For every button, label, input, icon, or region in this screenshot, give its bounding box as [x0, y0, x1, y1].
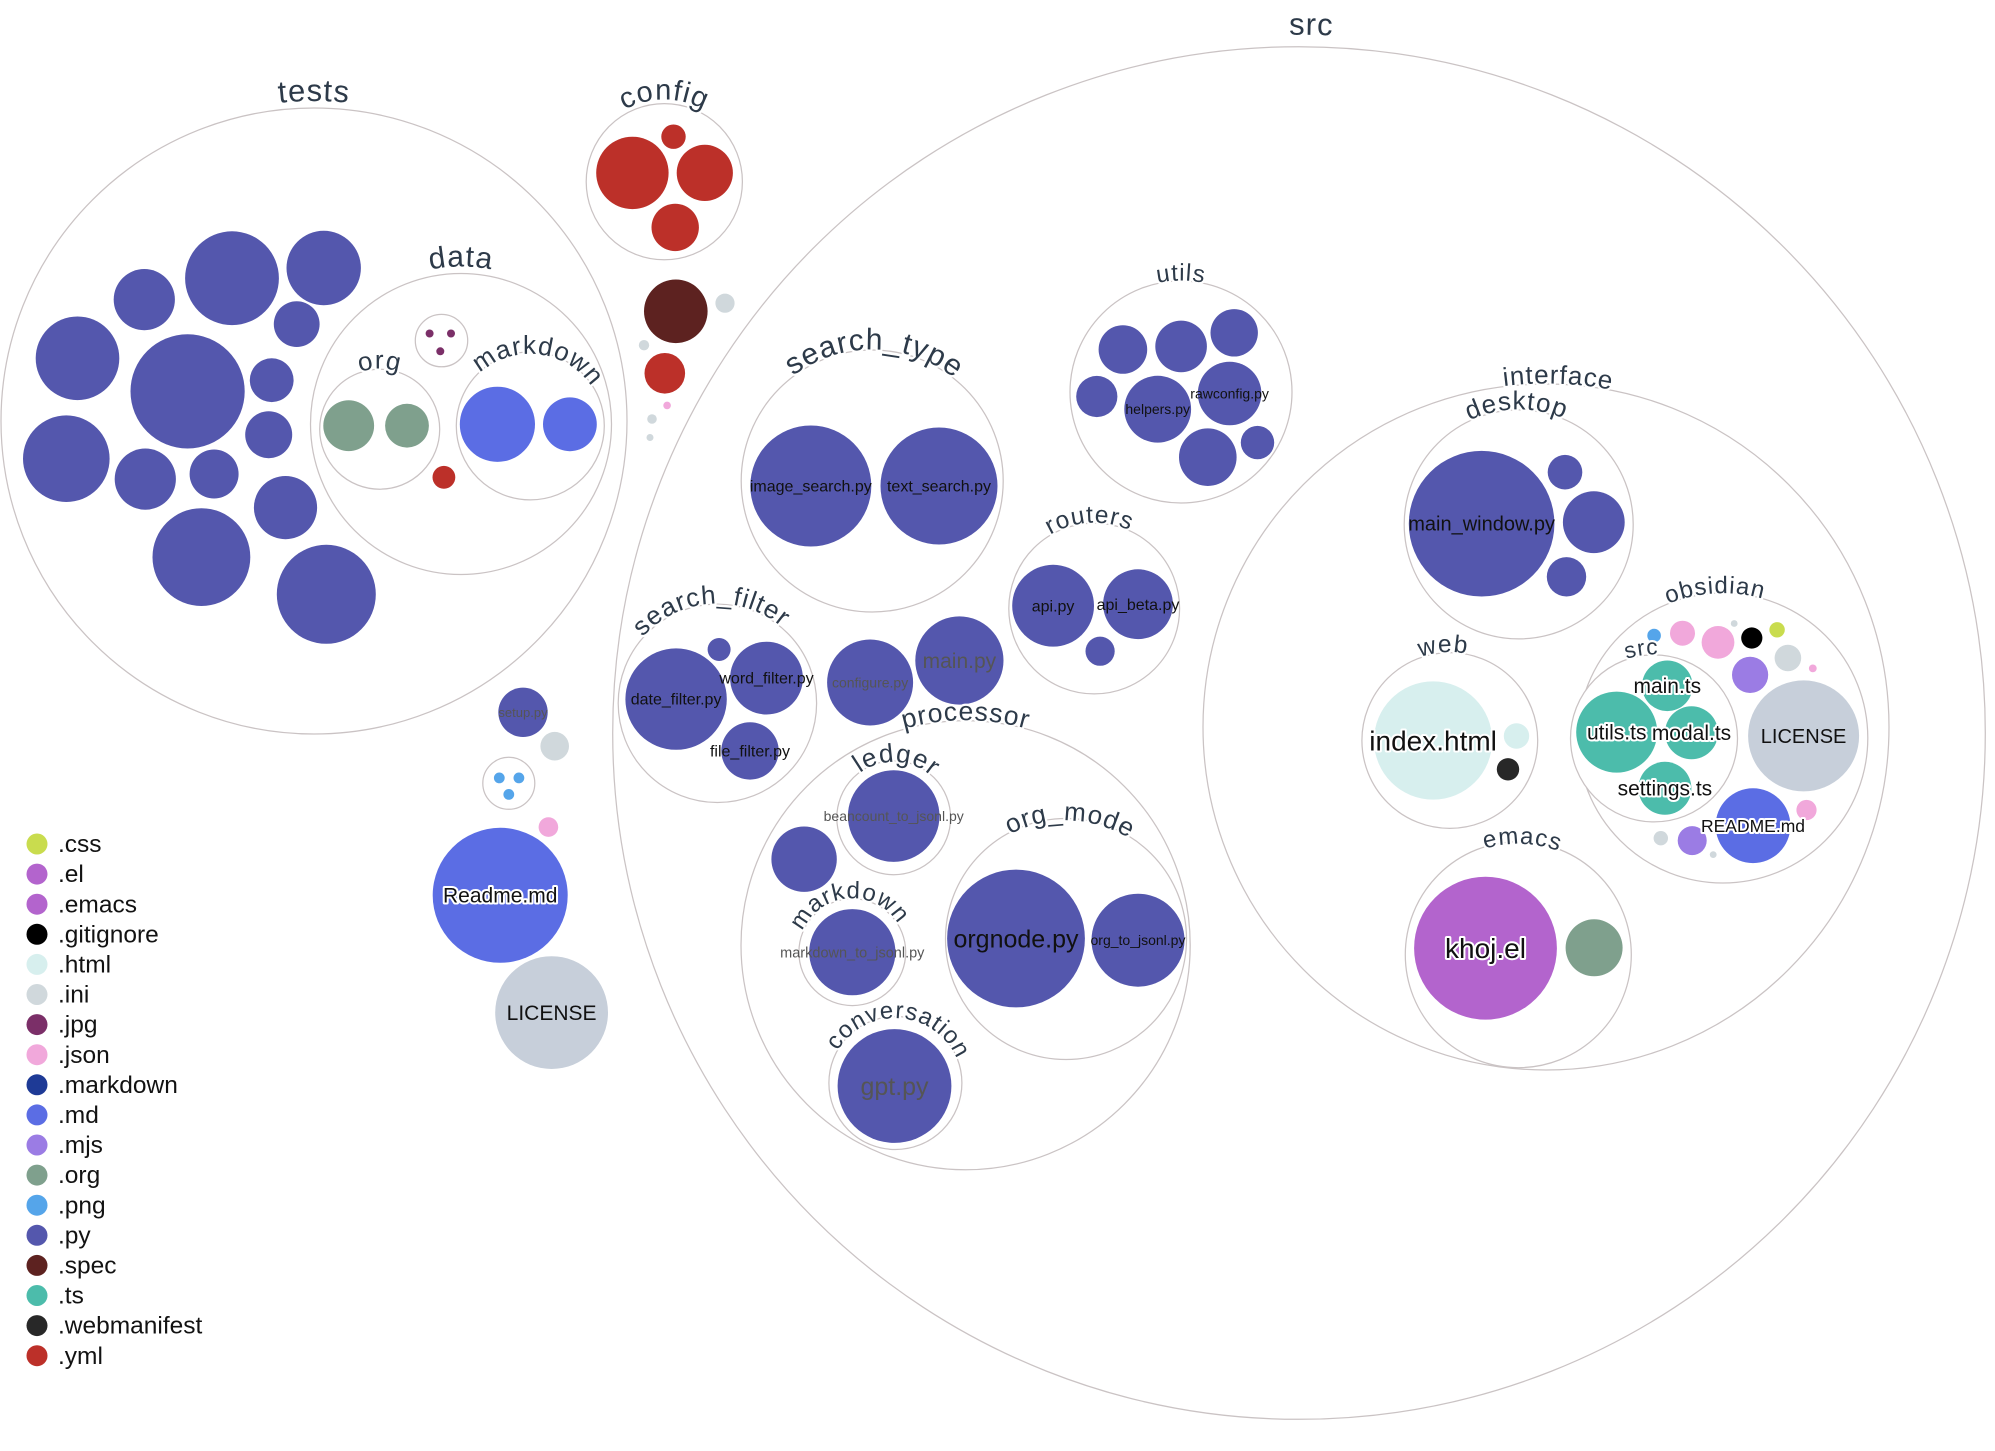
svg-text:api_beta.py: api_beta.py	[1097, 597, 1180, 614]
svg-text:api.py: api.py	[1032, 598, 1075, 615]
svg-text:text_search.py: text_search.py	[887, 479, 991, 496]
svg-text:.yml: .yml	[58, 1343, 103, 1370]
svg-text:date_filter.py: date_filter.py	[631, 692, 722, 709]
svg-text:.emacs: .emacs	[58, 891, 137, 918]
svg-text:configure.py: configure.py	[832, 674, 908, 690]
svg-text:index.html: index.html	[1369, 725, 1497, 756]
svg-text:rawconfig.py: rawconfig.py	[1190, 385, 1269, 401]
svg-text:orgnode.py: orgnode.py	[953, 925, 1079, 953]
svg-text:.png: .png	[58, 1192, 106, 1219]
svg-text:.gitignore: .gitignore	[58, 921, 159, 948]
svg-text:gpt.py: gpt.py	[860, 1073, 929, 1101]
svg-text:file_filter.py: file_filter.py	[710, 744, 790, 761]
svg-text:word_filter.py: word_filter.py	[718, 671, 813, 688]
svg-text:.org: .org	[58, 1162, 100, 1189]
svg-text:.markdown: .markdown	[58, 1072, 178, 1099]
svg-text:src: src	[1289, 7, 1334, 43]
svg-text:LICENSE: LICENSE	[507, 1002, 597, 1025]
svg-text:.md: .md	[58, 1102, 99, 1129]
svg-text:main.py: main.py	[923, 650, 997, 673]
svg-text:.ini: .ini	[58, 982, 89, 1009]
svg-text:main.ts: main.ts	[1633, 675, 1701, 698]
svg-text:LICENSE: LICENSE	[1761, 726, 1847, 748]
svg-text:helpers.py: helpers.py	[1125, 401, 1190, 417]
svg-text:src: src	[1621, 634, 1659, 663]
svg-text:org: org	[355, 345, 405, 378]
svg-text:data: data	[426, 240, 495, 276]
svg-text:.webmanifest: .webmanifest	[58, 1313, 203, 1340]
svg-text:markdown_to_jsonl.py: markdown_to_jsonl.py	[780, 945, 925, 961]
svg-text:Readme.md: Readme.md	[443, 885, 557, 908]
svg-text:main_window.py: main_window.py	[1408, 514, 1555, 536]
svg-text:.mjs: .mjs	[58, 1132, 103, 1159]
svg-text:khoj.el: khoj.el	[1445, 933, 1526, 964]
svg-text:.jpg: .jpg	[58, 1012, 98, 1039]
svg-text:.el: .el	[58, 861, 84, 888]
svg-text:setup.py: setup.py	[498, 705, 548, 720]
svg-text:README.md: README.md	[1701, 816, 1805, 836]
svg-text:.ts: .ts	[58, 1283, 84, 1310]
svg-text:.json: .json	[58, 1042, 110, 1069]
svg-text:org_to_jsonl.py: org_to_jsonl.py	[1091, 932, 1186, 948]
svg-text:beancount_to_jsonl.py: beancount_to_jsonl.py	[824, 808, 964, 824]
svg-text:.html: .html	[58, 951, 111, 978]
svg-text:image_search.py: image_search.py	[750, 479, 872, 496]
svg-text:modal.ts: modal.ts	[1652, 722, 1731, 745]
svg-text:.spec: .spec	[58, 1252, 117, 1279]
svg-text:utils.ts: utils.ts	[1587, 721, 1647, 744]
svg-text:.css: .css	[58, 831, 102, 858]
svg-text:web: web	[1414, 631, 1470, 663]
svg-text:settings.ts: settings.ts	[1618, 778, 1713, 801]
svg-text:utils: utils	[1154, 259, 1208, 288]
svg-text:.py: .py	[58, 1222, 91, 1249]
svg-text:tests: tests	[276, 73, 351, 110]
